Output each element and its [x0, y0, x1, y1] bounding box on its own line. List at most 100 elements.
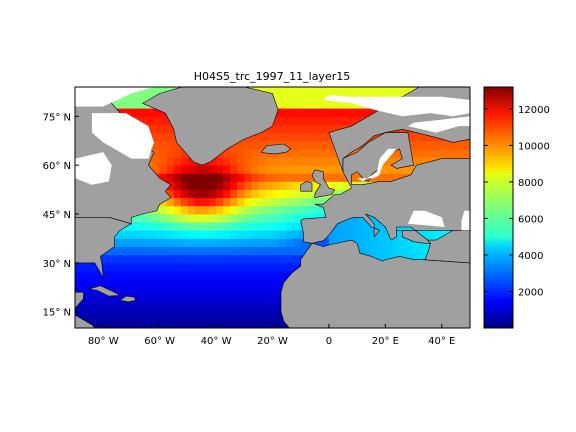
field-cell: [237, 279, 245, 288]
field-cell: [300, 124, 309, 133]
field-cell: [131, 222, 139, 231]
field-cell: [328, 108, 337, 117]
field-cell: [223, 238, 231, 247]
field-cell: [392, 165, 400, 174]
field-cell: [209, 319, 217, 328]
field-cell: [138, 230, 146, 239]
field-cell: [159, 116, 168, 125]
field-cell: [265, 262, 273, 272]
field-cell: [145, 254, 153, 264]
field-cell: [385, 165, 393, 174]
field-cell: [159, 222, 168, 231]
field-cell: [180, 189, 189, 199]
field-cell: [314, 157, 323, 166]
field-cell: [230, 214, 238, 223]
field-cell: [223, 319, 231, 328]
field-cell: [173, 303, 182, 313]
field-cell: [166, 140, 175, 150]
field-cell: [286, 230, 295, 239]
field-cell: [321, 124, 330, 133]
field-cell: [209, 295, 217, 304]
field-cell: [237, 287, 245, 296]
field-cell: [244, 214, 252, 223]
field-cell: [201, 311, 210, 321]
field-cell: [124, 262, 132, 272]
field-cell: [392, 87, 400, 93]
field-cell: [166, 148, 175, 158]
field-cell: [187, 165, 196, 174]
field-cell: [293, 140, 302, 150]
field-cell: [307, 116, 316, 125]
field-cell: [244, 205, 252, 215]
field-cell: [159, 295, 168, 304]
field-cell: [272, 311, 280, 321]
field-cell: [194, 303, 203, 313]
field-cell: [300, 116, 309, 125]
field-cell: [265, 189, 273, 199]
field-cell: [131, 254, 139, 264]
field-cell: [201, 165, 210, 174]
field-cell: [293, 214, 302, 223]
field-cell: [258, 214, 266, 223]
field-cell: [166, 173, 175, 182]
field-cell: [124, 91, 132, 101]
field-cell: [230, 189, 238, 199]
field-cell: [328, 238, 337, 247]
field-cell: [223, 271, 231, 280]
field-cell: [307, 108, 316, 117]
field-cell: [180, 271, 189, 280]
field-cell: [265, 205, 273, 215]
field-cell: [399, 246, 407, 256]
field-cell: [293, 148, 302, 158]
field-cell: [138, 100, 146, 109]
field-cell: [265, 214, 273, 223]
field-cell: [293, 124, 302, 133]
field-cell: [399, 87, 407, 93]
field-cell: [300, 132, 309, 142]
field-cell: [251, 214, 259, 223]
field-cell: [293, 254, 302, 264]
field-cell: [265, 230, 273, 239]
field-cell: [258, 157, 266, 166]
field-cell: [371, 132, 379, 142]
field-cell: [251, 189, 259, 199]
field-cell: [350, 148, 358, 158]
field-cell: [138, 108, 146, 117]
field-cell: [152, 116, 161, 125]
field-cell: [173, 246, 182, 256]
colorbar-ticks: 2000 4000 6000 8000 10000 12000: [484, 105, 550, 298]
field-cell: [279, 116, 287, 125]
field-cell: [180, 295, 189, 304]
field-cell: [194, 238, 203, 247]
field-cell: [237, 303, 245, 313]
field-cell: [103, 262, 111, 272]
field-cell: [293, 205, 302, 215]
field-cell: [314, 197, 323, 207]
field-cell: [258, 311, 266, 321]
field-cell: [279, 124, 287, 133]
field-cell: [117, 108, 125, 117]
field-cell: [321, 165, 330, 174]
field-cell: [244, 279, 252, 288]
field-cell: [314, 116, 323, 125]
field-cell: [244, 246, 252, 256]
field-cell: [265, 124, 273, 133]
field-cell: [173, 295, 182, 304]
field-cell: [223, 246, 231, 256]
field-cell: [258, 87, 266, 93]
field-cell: [286, 87, 295, 93]
field-cell: [194, 214, 203, 223]
field-cell: [279, 246, 287, 256]
field-cell: [187, 197, 196, 207]
field-cell: [223, 214, 231, 223]
field-cell: [237, 140, 245, 150]
field-cell: [187, 319, 196, 328]
field-cell: [272, 230, 280, 239]
field-cell: [152, 271, 161, 280]
field-cell: [194, 197, 203, 207]
field-cell: [201, 181, 210, 190]
field-cell: [216, 165, 224, 174]
field-cell: [343, 91, 351, 101]
field-cell: [82, 262, 90, 272]
